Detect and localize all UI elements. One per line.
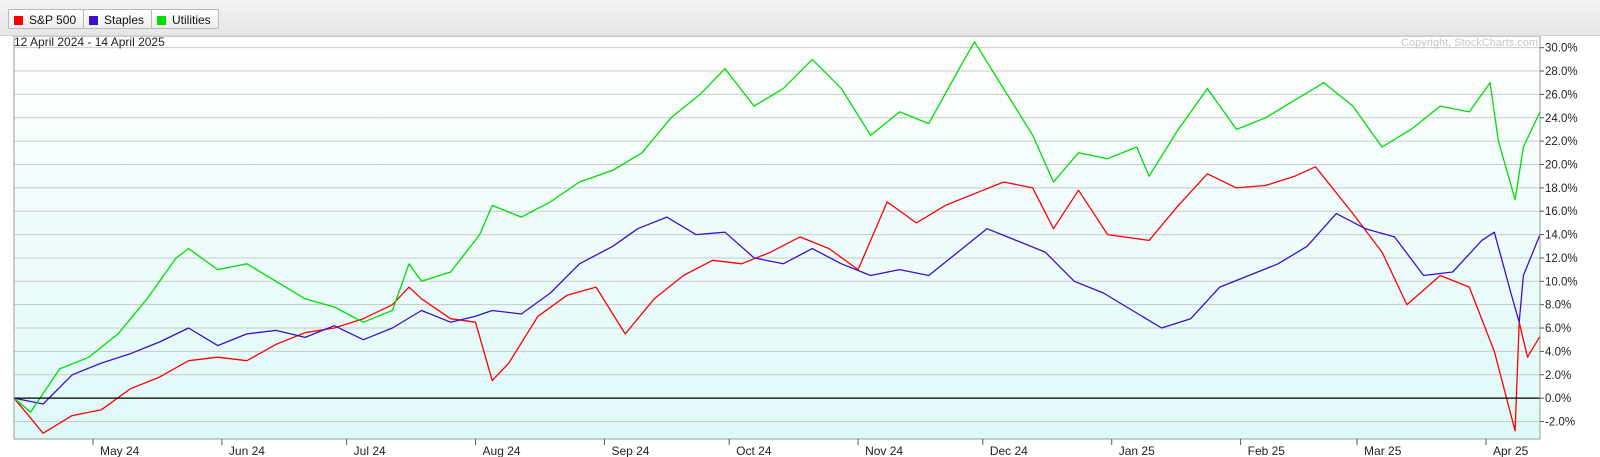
y-tick-label: 28.0% — [1545, 66, 1578, 78]
x-tick-label: Oct 24 — [736, 444, 772, 457]
x-tick-label: Sep 24 — [611, 444, 649, 457]
y-tick-label: 12.0% — [1545, 253, 1578, 265]
y-tick-label: 8.0% — [1545, 300, 1571, 312]
plot-area — [14, 36, 1540, 439]
legend-swatch-utilities — [157, 16, 166, 25]
legend-item-utilities[interactable]: Utilities — [151, 9, 219, 29]
y-tick-label: 2.0% — [1545, 370, 1571, 382]
series-line-sp500 — [13, 166, 1541, 434]
series-line-staples — [13, 212, 1541, 405]
y-tick-label: 0.0% — [1545, 393, 1571, 405]
legend-label-sp500: S&P 500 — [29, 13, 77, 27]
x-tick-label: Aug 24 — [483, 444, 521, 457]
series-layer — [13, 41, 1541, 434]
y-tick-label: 26.0% — [1545, 89, 1578, 101]
x-tick-label: May 24 — [100, 444, 140, 457]
y-tick-label: 10.0% — [1545, 276, 1578, 288]
y-tick-label: 22.0% — [1545, 136, 1578, 148]
y-tick-label: 30.0% — [1545, 43, 1578, 55]
legend-item-staples[interactable]: Staples — [83, 9, 153, 29]
x-tick-label: Dec 24 — [990, 444, 1028, 457]
x-tick-label: Mar 25 — [1364, 444, 1402, 457]
x-tick-label: Feb 25 — [1248, 444, 1286, 457]
x-tick-label: Nov 24 — [865, 444, 903, 457]
x-tick-label: Jan 25 — [1119, 444, 1155, 457]
y-tick-label: 6.0% — [1545, 323, 1571, 335]
y-tick-label: -2.0% — [1545, 416, 1575, 428]
y-tick-label: 16.0% — [1545, 206, 1578, 218]
copyright-label: Copyright, StockCharts.com — [1401, 37, 1538, 49]
y-tick-label: 20.0% — [1545, 159, 1578, 171]
y-tick-label: 14.0% — [1545, 230, 1578, 242]
legend-item-sp500[interactable]: S&P 500 — [8, 9, 85, 29]
plot-border — [13, 36, 1541, 440]
x-axis: May 24 Jun 24 Jul 24 Aug 24 Sep 24 Oct 24 Nov … — [92, 439, 1529, 457]
y-tick-label: 4.0% — [1545, 346, 1571, 358]
y-tick-label: 18.0% — [1545, 183, 1578, 195]
x-tick-label: Apr 25 — [1493, 444, 1529, 457]
legend-label-staples: Staples — [104, 13, 145, 27]
x-tick-label: Jul 24 — [354, 444, 386, 457]
date-range-label: 12 April 2024 - 14 April 2025 — [14, 36, 165, 49]
y-tick-label: 24.0% — [1545, 113, 1578, 125]
grid — [14, 47, 1540, 422]
legend-label-utilities: Utilities — [172, 13, 211, 27]
performance-chart: -2.0% 0.0% 2.0% 4.0% 6.0% 8.0% 10.0% 12.0% 14.0%… — [13, 36, 1578, 457]
legend-swatch-staples — [89, 16, 98, 25]
y-axis: -2.0% 0.0% 2.0% 4.0% 6.0% 8.0% 10.0% 12.0% 14.0%… — [1540, 43, 1578, 428]
x-tick-label: Jun 24 — [229, 444, 265, 457]
legend-bar: S&P 500 Staples Utilities — [0, 0, 1600, 36]
legend-swatch-sp500 — [14, 16, 23, 25]
series-line-utilities — [13, 41, 1541, 413]
